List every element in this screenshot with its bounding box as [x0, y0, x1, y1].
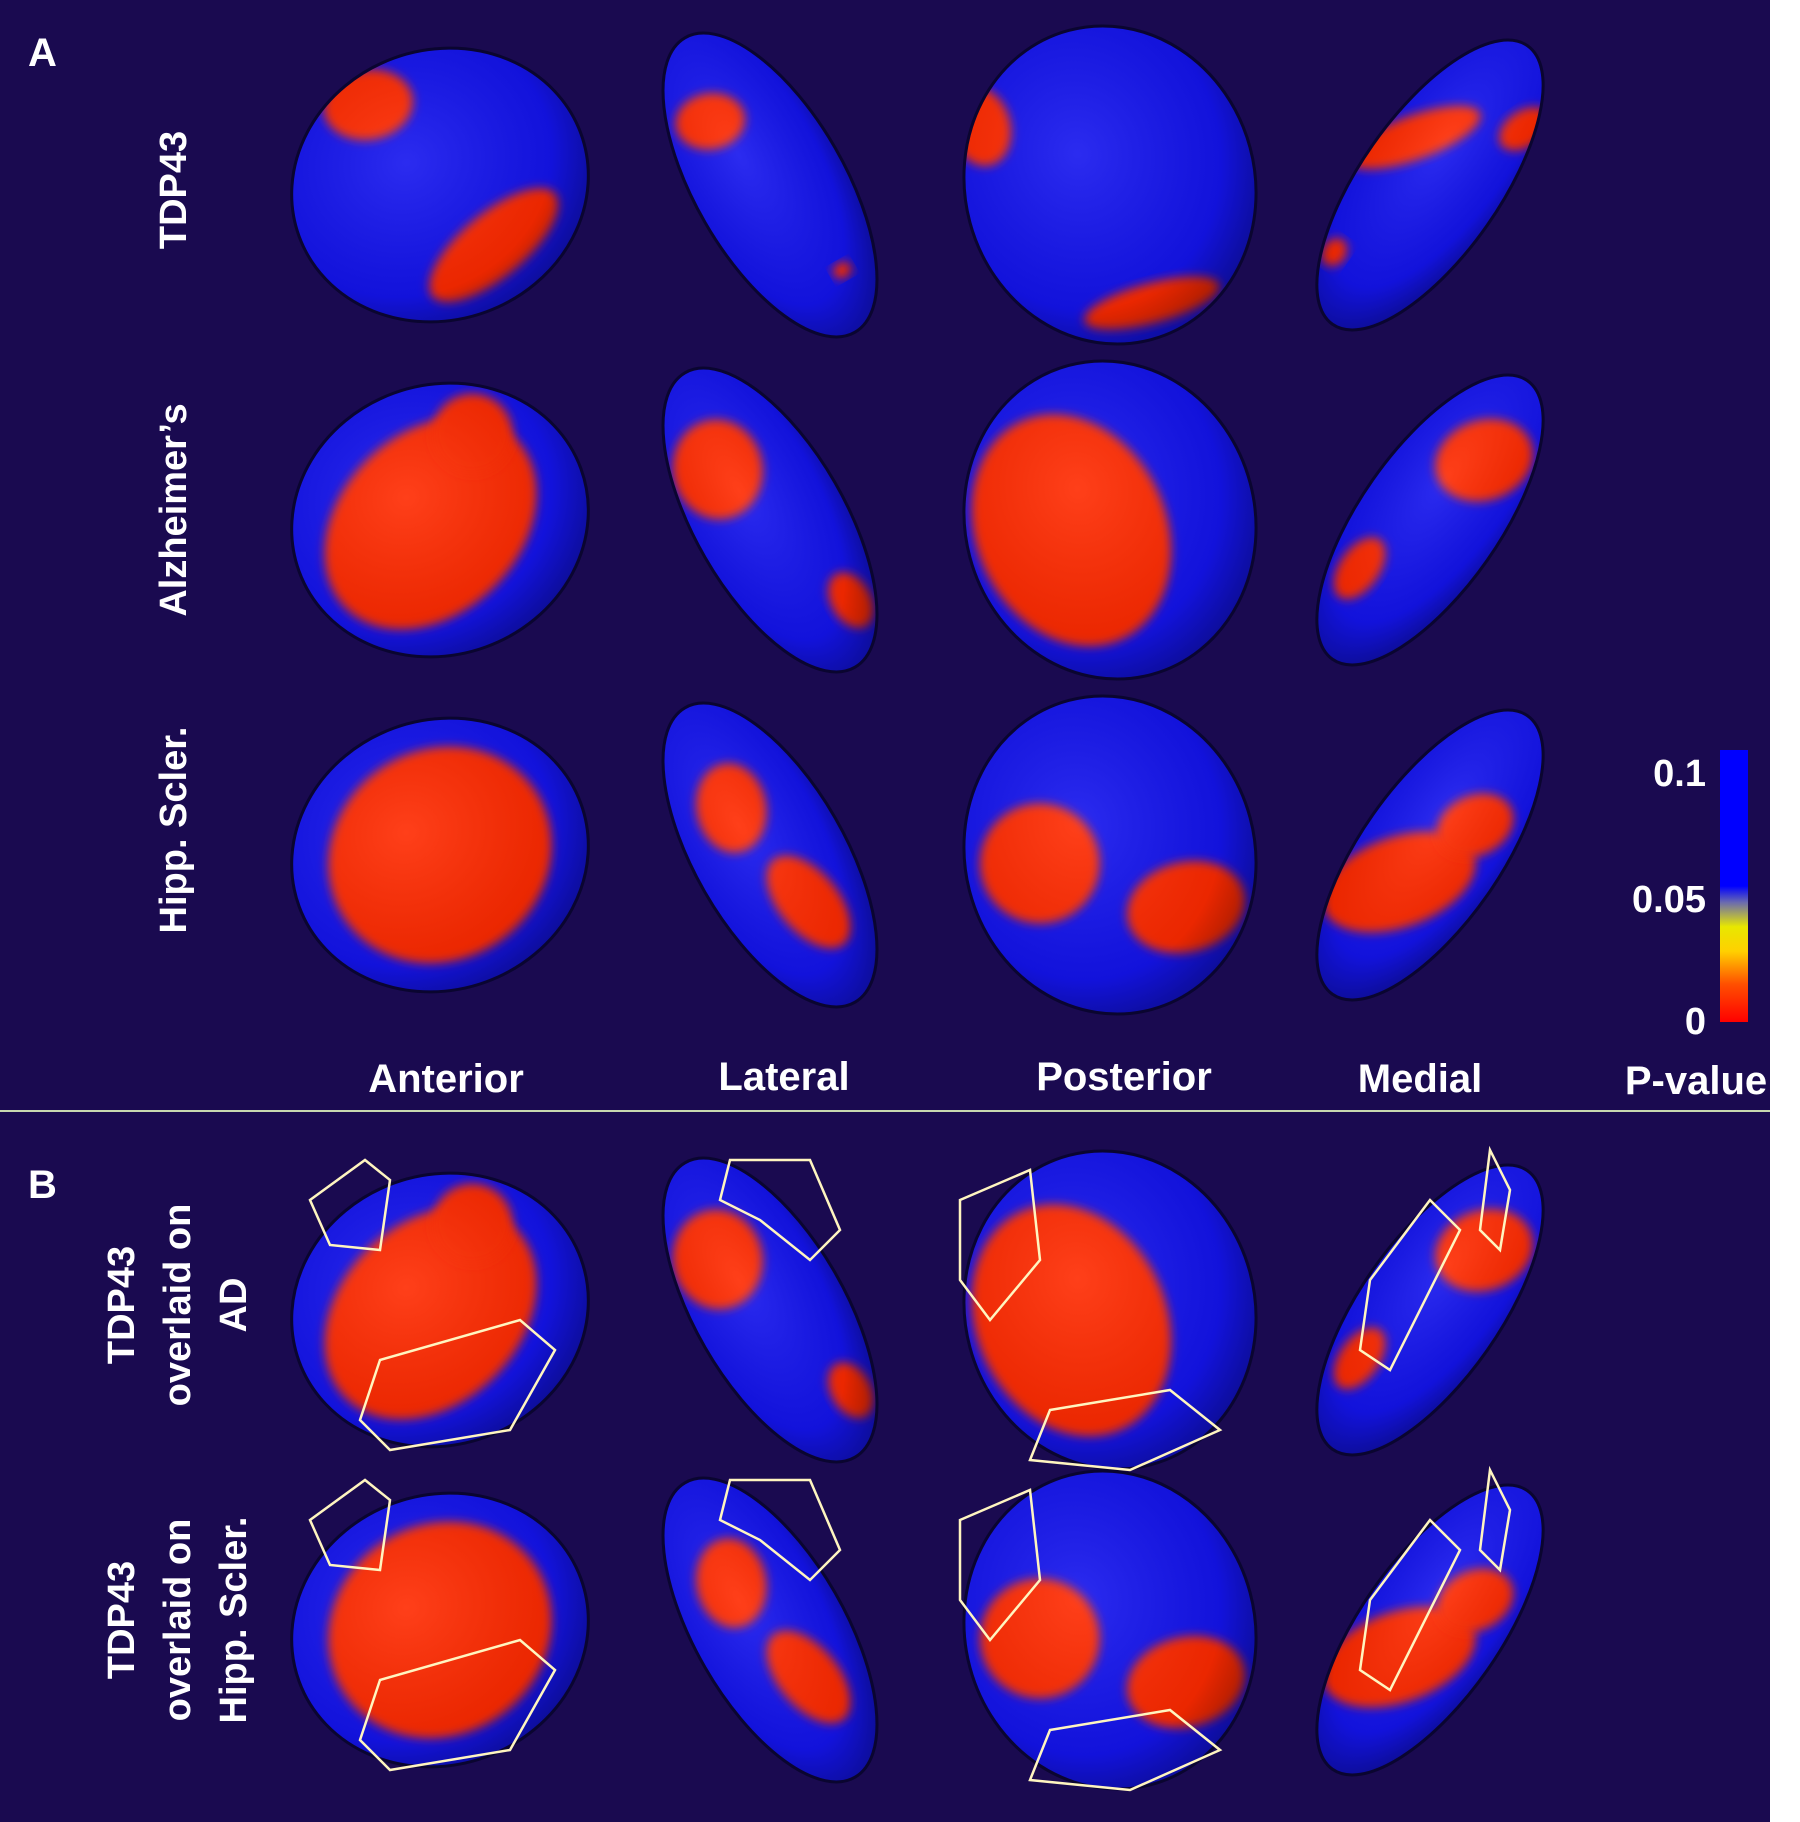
surface-lateral-row-1	[661, 31, 879, 339]
panel-b-letter: B	[28, 1163, 57, 1207]
tdp43-outline	[1478, 1465, 1512, 1573]
surface-grid	[290, 24, 1550, 1792]
surface-shading	[1315, 373, 1545, 667]
surface-medial-row-1	[1315, 38, 1550, 332]
tdp43-outline	[1358, 1518, 1462, 1692]
surface-posterior-row-3	[962, 694, 1258, 1016]
surface-posterior-row-4	[958, 1149, 1258, 1472]
surface-posterior-row-2	[962, 359, 1258, 681]
surface-shading	[1315, 38, 1545, 332]
surface-shading	[661, 701, 879, 1009]
view-label-medial: Medial	[1358, 1057, 1482, 1101]
surface-shading	[290, 46, 590, 324]
row-label-hipp-scler: Hipp. Scler.	[153, 727, 195, 934]
surface-medial-row-3	[1315, 708, 1545, 1002]
view-label-lateral: Lateral	[718, 1055, 849, 1099]
surface-shading	[290, 716, 590, 994]
row-label-alzheimers: Alzheimer’s	[153, 403, 195, 616]
colorbar-tick-high: 0.1	[1653, 753, 1706, 795]
surface-anterior-row-4	[290, 1158, 590, 1452]
row-label-tdp43-on-ad: TDP43 overlaid on AD	[101, 1204, 255, 1407]
surface-anterior-row-2	[290, 381, 590, 659]
tdp43-outline	[958, 1168, 1042, 1323]
surface-shading	[661, 31, 879, 339]
panel-a-letter: A	[28, 31, 57, 75]
colorbar-title: P-value	[1625, 1059, 1767, 1103]
tdp43-outline	[358, 1638, 557, 1772]
tdp43-outline	[308, 1158, 392, 1252]
surface-shading	[661, 1156, 879, 1464]
surface-posterior-row-1	[949, 24, 1258, 346]
surface-medial-row-4	[1315, 1145, 1545, 1457]
tdp43-outline	[1028, 1708, 1223, 1792]
surface-shading	[962, 694, 1258, 1016]
surface-anterior-row-5	[290, 1478, 590, 1772]
tdp43-outline	[958, 1488, 1042, 1643]
surface-lateral-row-2	[661, 366, 879, 674]
surface-shading	[290, 381, 590, 659]
tdp43-outline	[1358, 1198, 1462, 1372]
surface-shading	[290, 1171, 590, 1449]
svg-text:TDP43: TDP43	[101, 1246, 143, 1364]
view-label-anterior: Anterior	[368, 1057, 524, 1101]
surface-medial-row-2	[1315, 373, 1545, 667]
tdp43-outline	[358, 1318, 557, 1452]
tdp43-outline	[1478, 1145, 1512, 1253]
surface-anterior-row-3	[290, 716, 590, 994]
svg-text:TDP43: TDP43	[101, 1561, 143, 1679]
surface-shading	[962, 24, 1258, 346]
surface-shading	[661, 366, 879, 674]
surface-lateral-row-3	[661, 701, 879, 1009]
row-label-tdp43: TDP43	[153, 131, 195, 249]
surface-lateral-row-4	[661, 1156, 879, 1464]
tdp43-outline	[308, 1478, 392, 1572]
svg-text:Hipp. Scler.: Hipp. Scler.	[213, 1517, 255, 1724]
tdp43-outline	[718, 1158, 842, 1262]
svg-text:overlaid on: overlaid on	[157, 1204, 199, 1407]
surface-anterior-row-1	[290, 46, 590, 324]
row-label-tdp43-on-hipp-scler: TDP43 overlaid on Hipp. Scler.	[101, 1517, 255, 1724]
surface-shading	[1315, 708, 1545, 1002]
surface-shading	[962, 359, 1258, 681]
surface-medial-row-5	[1315, 1465, 1545, 1777]
surface-posterior-row-5	[958, 1469, 1258, 1792]
colorbar-tick-mid: 0.05	[1632, 879, 1706, 921]
surface-shading	[661, 1476, 879, 1784]
colorbar-tick-low: 0	[1685, 1001, 1706, 1043]
colorbar	[1720, 750, 1748, 1022]
view-label-posterior: Posterior	[1036, 1055, 1212, 1099]
svg-text:overlaid on: overlaid on	[157, 1519, 199, 1722]
tdp43-outline	[1028, 1388, 1223, 1472]
tdp43-outline	[718, 1478, 842, 1582]
surface-shading	[290, 1491, 590, 1769]
svg-text:AD: AD	[213, 1278, 255, 1333]
surface-lateral-row-5	[661, 1476, 879, 1784]
